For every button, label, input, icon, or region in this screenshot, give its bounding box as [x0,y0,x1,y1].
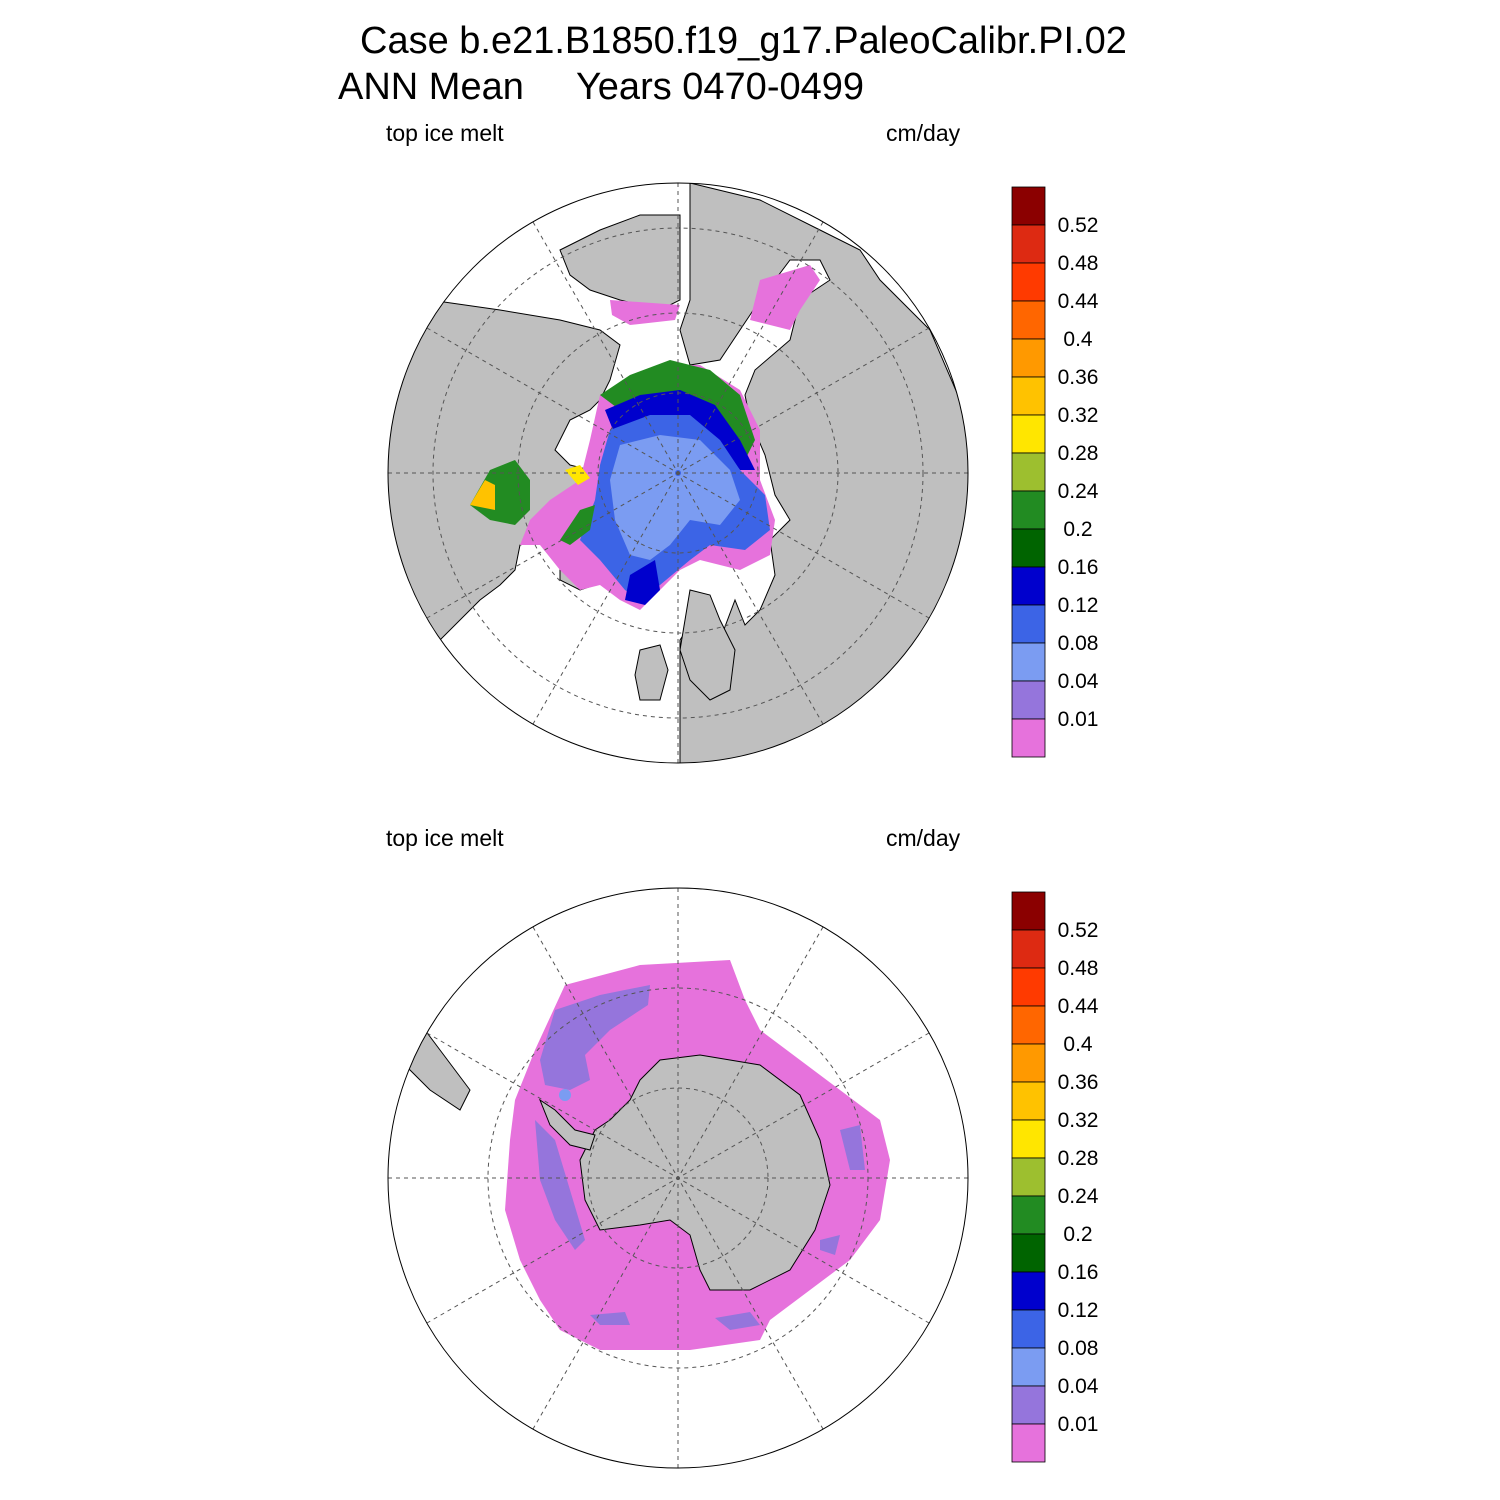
north-colorbar-label: 0.2 [1063,518,1092,541]
sea-ice-purple-bottom [590,1312,630,1325]
south-colorbar-label: 0.24 [1058,1185,1099,1208]
north-colorbar-label: 0.52 [1058,214,1099,237]
south-colorbar-label: 0.12 [1058,1299,1099,1322]
north-colorbar-label: 0.12 [1058,594,1099,617]
sea-ice-purple-weddell [540,985,650,1090]
sea-ice-blue-greenland [625,560,660,605]
north-colorbar-label: 0.16 [1058,556,1099,579]
sea-ice-purple-east [840,1125,865,1170]
south-colorbar-label: 0.4 [1063,1033,1093,1056]
south-polar-map [387,887,969,1469]
sea-ice-blue-band [605,390,755,470]
south-colorbar-box [1011,1157,1046,1197]
north-colorbar-box [1011,642,1046,682]
north-colorbar-box [1011,338,1046,378]
south-colorbar-label: 0.01 [1058,1413,1099,1436]
north-colorbar-label: 0.24 [1058,480,1099,503]
sea-ice-yellow-archipelago [565,465,590,485]
north-polar-map [387,182,969,764]
south-colorbar-box [1011,1385,1046,1425]
north-colorbar-label: 0.44 [1058,290,1099,313]
sea-ice-pink-north [610,300,680,325]
north-colorbar-box [1011,414,1046,454]
north-colorbar-label: 0.48 [1058,252,1099,275]
south-colorbar-box [1011,1271,1046,1311]
south-panel-units-label: cm/day [886,825,961,851]
north-colorbar-label: 0.4 [1063,328,1093,351]
south-colorbar: 0.52 0.48 0.44 0.4 0.36 0.32 0.28 0.24 0.2 0.16 0.… [1011,891,1099,1463]
south-colorbar-box [1011,1195,1046,1235]
north-colorbar-box [1011,186,1046,226]
north-colorbar: 0.52 0.48 0.44 0.4 0.36 0.32 0.28 0.24 0.2 0.16 0.… [1011,186,1099,758]
south-colorbar-label: 0.36 [1058,1071,1099,1094]
land-scandinavia [679,589,736,701]
figure-title-line1: Case b.e21.B1850.f19_g17.PaleoCalibr.PI.… [360,20,1127,62]
south-colorbar-label: 0.48 [1058,957,1099,980]
north-colorbar-box [1011,300,1046,340]
north-colorbar-box [1011,376,1046,416]
south-colorbar-box [1011,967,1046,1007]
land-antarctic-peninsula [538,1098,596,1151]
south-colorbar-box [1011,891,1046,931]
north-colorbar-box [1011,490,1046,530]
sea-ice-hudson-yellow [470,480,495,510]
figure-title-line2: ANN Mean Years 0470-0499 [338,66,865,108]
land-british-isles [634,644,669,701]
south-colorbar-box [1011,1005,1046,1045]
south-colorbar-box [1011,1081,1046,1121]
sea-ice-green-canada [560,505,595,545]
sea-ice-green-band [600,360,755,460]
south-colorbar-box [1011,1309,1046,1349]
north-colorbar-box [1011,528,1046,568]
south-panel-variable-label: top ice melt [386,825,504,851]
sea-ice-purple-ross [715,1312,760,1330]
south-colorbar-box [1011,1233,1046,1273]
north-colorbar-label: 0.36 [1058,366,1099,389]
south-colorbar-box [1011,1423,1046,1463]
north-colorbar-box [1011,566,1046,606]
north-colorbar-box [1011,718,1046,758]
south-colorbar-label: 0.08 [1058,1337,1099,1360]
south-colorbar-label: 0.44 [1058,995,1099,1018]
south-colorbar-label: 0.2 [1063,1223,1092,1246]
north-colorbar-label: 0.04 [1058,670,1099,693]
north-colorbar-box [1011,680,1046,720]
north-colorbar-label: 0.32 [1058,404,1099,427]
sea-ice-purple-southeast [820,1235,840,1255]
sea-ice-purple-west [535,1120,585,1250]
north-colorbar-label: 0.01 [1058,708,1099,731]
south-colorbar-label: 0.52 [1058,919,1099,942]
south-colorbar-label: 0.32 [1058,1109,1099,1132]
south-colorbar-label: 0.04 [1058,1375,1099,1398]
south-colorbar-label: 0.16 [1058,1261,1099,1284]
north-colorbar-box [1011,224,1046,264]
south-colorbar-label: 0.28 [1058,1147,1099,1170]
south-colorbar-box [1011,1043,1046,1083]
sea-ice-hudson [470,460,530,525]
north-panel-units-label: cm/day [886,120,961,146]
north-colorbar-box [1011,452,1046,492]
north-colorbar-box [1011,604,1046,644]
sea-ice-light-blue [610,435,740,560]
sea-ice-pink-okhotsk [750,265,820,330]
north-colorbar-box [1011,262,1046,302]
south-colorbar-box [1011,1347,1046,1387]
north-panel-variable-label: top ice melt [386,120,504,146]
south-colorbar-box [1011,1119,1046,1159]
south-colorbar-box [1011,929,1046,969]
north-colorbar-label: 0.08 [1058,632,1099,655]
north-colorbar-label: 0.28 [1058,442,1099,465]
